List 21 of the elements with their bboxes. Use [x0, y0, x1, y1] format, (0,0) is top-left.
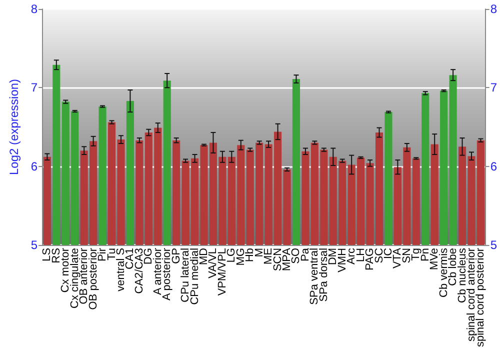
y2-tick-label: 6 [490, 159, 498, 174]
y-axis-title: Log2 (expression) [7, 78, 21, 176]
y2-tick-label: 5 [490, 238, 498, 252]
x-tick-label: IC [382, 248, 394, 259]
y-tick-label: 8 [30, 2, 38, 16]
x-tick-label: SPa dorsal [318, 248, 330, 302]
x-tick-label: RS [50, 248, 62, 264]
x-tick-label: MVe [428, 248, 441, 270]
y-tick-label: 7 [30, 80, 38, 95]
x-tick-label: SCN [272, 248, 284, 272]
x-tick-label: Arc [346, 247, 358, 264]
x-tick-label: CPu medial [188, 248, 201, 305]
x-tick-label: SN [400, 248, 413, 264]
x-tick-label: Pir [96, 248, 109, 262]
x-tick-label: Tg [410, 248, 422, 261]
y-tick-label: 5 [30, 238, 38, 252]
x-tick-label: spinal cord posterior [474, 248, 487, 348]
y2-tick-label: 8 [490, 2, 498, 16]
y2-tick-label: 7 [490, 80, 498, 95]
x-tick-label: VPM/VPL [216, 248, 228, 296]
y-tick-label: 6 [30, 159, 38, 174]
